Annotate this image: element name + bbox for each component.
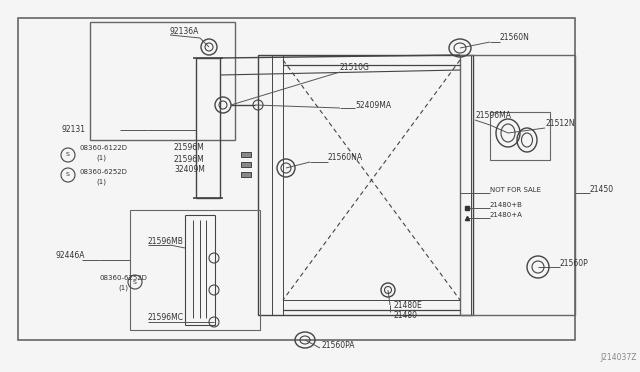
Text: NOT FOR SALE: NOT FOR SALE	[490, 187, 541, 193]
Bar	[196, 58, 220, 198]
Text: 32409M: 32409M	[174, 166, 205, 174]
Text: 21480E: 21480E	[393, 301, 422, 310]
Text: 21512N: 21512N	[545, 119, 575, 128]
Text: 08360-6252D: 08360-6252D	[80, 169, 128, 175]
Text: (1): (1)	[96, 179, 106, 185]
Text: 08360-6252D: 08360-6252D	[100, 275, 148, 281]
Bar	[90, 22, 235, 140]
Text: S: S	[66, 153, 70, 157]
Bar	[241, 162, 251, 167]
Text: S: S	[66, 173, 70, 177]
Text: 21510G: 21510G	[340, 64, 370, 73]
Text: 21596M: 21596M	[174, 144, 205, 153]
Bar	[130, 210, 260, 330]
Text: J214037Z: J214037Z	[600, 353, 637, 362]
Text: 21450: 21450	[590, 186, 614, 195]
Text: 21480+A: 21480+A	[490, 212, 523, 218]
Text: 92131: 92131	[62, 125, 86, 135]
Text: 21480+B: 21480+B	[490, 202, 523, 208]
Text: 92446A: 92446A	[56, 250, 86, 260]
Text: 21596MB: 21596MB	[148, 237, 184, 247]
Text: 08360-6122D: 08360-6122D	[80, 145, 128, 151]
Text: 21596M: 21596M	[174, 154, 205, 164]
Text: 21560N: 21560N	[500, 33, 530, 42]
Text: 21596MC: 21596MC	[148, 314, 184, 323]
Bar	[241, 172, 251, 177]
Text: S: S	[133, 279, 137, 285]
Bar	[18, 18, 575, 340]
Text: 21480: 21480	[393, 311, 417, 320]
Text: 52409MA: 52409MA	[355, 100, 391, 109]
Bar	[490, 112, 550, 160]
Text: 21596MA: 21596MA	[475, 112, 511, 121]
Text: (1): (1)	[118, 285, 128, 291]
Text: 21560P: 21560P	[560, 260, 589, 269]
Text: (1): (1)	[96, 155, 106, 161]
Text: 21560NA: 21560NA	[328, 154, 363, 163]
Bar	[241, 152, 251, 157]
Bar	[258, 55, 473, 315]
Text: 92136A: 92136A	[170, 28, 200, 36]
Bar	[460, 55, 575, 315]
Text: 21560PA: 21560PA	[322, 340, 355, 350]
